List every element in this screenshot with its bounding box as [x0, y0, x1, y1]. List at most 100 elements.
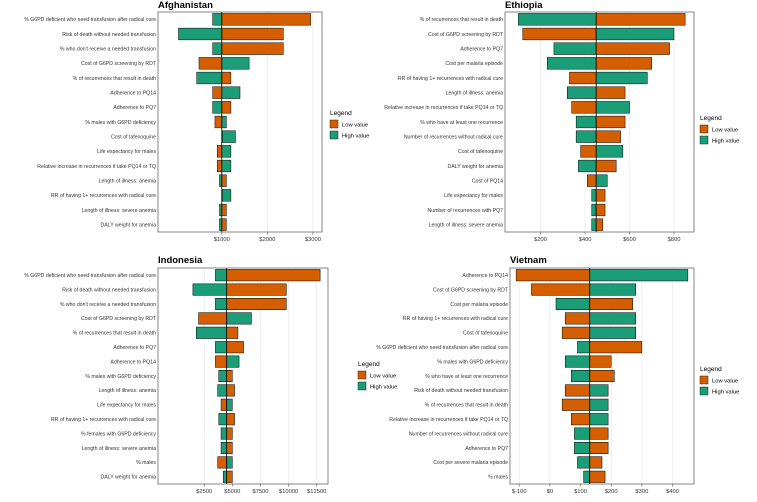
category-label: Cost of G6PD screening by RDT	[428, 32, 504, 38]
category-label: % of recurrences that result in death	[73, 76, 156, 82]
bar-high-value	[221, 86, 241, 99]
x-tick-label: $600	[623, 237, 636, 243]
category-label: Adherence to PQ14	[110, 90, 156, 96]
bar-high-value	[220, 441, 227, 455]
category-label: Adherence to PQ14	[110, 359, 156, 365]
bar-low-value	[564, 312, 590, 325]
bar-low-value	[226, 427, 233, 440]
bar-high-value	[223, 470, 227, 483]
bar-high-value	[589, 312, 636, 325]
category-label: Relative increase in recurrences if take…	[389, 417, 508, 423]
bar-high-value	[575, 115, 597, 129]
bar-high-value	[567, 86, 597, 99]
bar-high-value	[221, 189, 232, 202]
category-label: DALY weight for anemia	[101, 222, 157, 228]
category-label: Cost of PQ14	[472, 178, 503, 184]
bar-low-value	[221, 27, 284, 41]
bar-low-value	[226, 470, 233, 483]
category-label: Cost per malaria episode	[450, 302, 508, 308]
legend-swatch-high	[699, 386, 709, 396]
bar-low-value	[226, 413, 235, 426]
legend-swatch-low	[357, 370, 367, 380]
bar-high-value	[226, 312, 252, 325]
category-label: Cost per malaria episode	[445, 61, 503, 67]
legend-label-high: High value	[370, 385, 397, 391]
bar-high-value	[518, 13, 597, 26]
legend-swatch-high	[357, 381, 367, 391]
panel-title-indonesia: Indonesia	[158, 255, 203, 266]
bar-low-value	[589, 456, 603, 469]
bar-high-value	[218, 413, 227, 426]
category-label: Risk of death without needed transfusion	[62, 287, 156, 293]
x-tick-label: $200	[534, 237, 547, 243]
bar-low-value	[595, 189, 606, 202]
bar-high-value	[595, 27, 675, 41]
bar-high-value	[226, 355, 240, 368]
x-tick-label: $5000	[224, 489, 240, 495]
bar-low-value	[571, 413, 590, 426]
bar-low-value	[226, 283, 287, 296]
bar-high-value	[589, 398, 609, 411]
bar-low-value	[216, 145, 223, 158]
panel-afghanistan: Afghanistan % G6PD deficient who need tr…	[24, 0, 369, 243]
x-tick-label: $300	[635, 489, 648, 495]
category-label: % G6PD deficient who need transfusion af…	[376, 345, 508, 351]
category-label: Cost of tafenoquine	[458, 149, 503, 155]
bar-high-value	[591, 218, 597, 231]
bar-high-value	[564, 355, 590, 368]
x-tick-label: $3000	[305, 237, 321, 243]
category-label: RR of having 1+ recurrences with radical…	[403, 316, 508, 322]
bar-high-value	[226, 398, 233, 411]
bar-low-value	[595, 42, 670, 55]
bar-high-value	[212, 101, 223, 114]
bar-low-value	[580, 145, 597, 158]
category-label: Length of illness: anemia	[99, 178, 157, 184]
bar-low-value	[589, 427, 609, 440]
x-tick-label: $10000	[279, 489, 298, 495]
x-tick-label: $2500	[196, 489, 212, 495]
category-label: Length of illness: anemia	[446, 90, 504, 96]
bar-low-value	[595, 86, 626, 99]
bar-low-value	[217, 456, 227, 469]
category-label: Adherence to PQ14	[462, 273, 508, 279]
plot-area-afghanistan	[157, 11, 323, 233]
legend-title: Legend	[358, 361, 380, 368]
bar-high-value	[221, 159, 232, 173]
legend-ethiopia: Legend Low value High value	[699, 115, 739, 145]
bar-high-value	[589, 413, 609, 426]
bar-high-value	[215, 297, 227, 311]
bar-high-value	[212, 13, 223, 26]
category-label: Life expectancy for males	[444, 193, 503, 199]
bar-high-value	[215, 269, 227, 282]
bar-low-value	[221, 174, 227, 187]
category-label: Length of illness: severe anemia	[429, 222, 504, 228]
category-label: RR of having 1+ recurrences with radical…	[51, 417, 156, 423]
legend-swatch-high	[329, 130, 339, 140]
bar-low-value	[595, 218, 604, 231]
panel-title-ethiopia: Ethiopia	[505, 0, 543, 11]
category-labels-indonesia: % G6PD deficient who need transfusion af…	[24, 273, 157, 481]
category-label: % of recurrences that result in death	[420, 17, 503, 23]
category-label: % males with G6PD deficiency	[85, 120, 156, 126]
x-tick-label: $-100	[512, 489, 527, 495]
bar-high-value	[589, 269, 689, 282]
plot-frame	[509, 267, 695, 485]
bar-low-value	[589, 341, 643, 354]
bar-low-value	[216, 159, 223, 173]
category-labels-afghanistan: % G6PD deficient who need transfusion af…	[24, 17, 157, 228]
category-label: % who have at least one recurrence	[420, 120, 503, 126]
category-labels-ethiopia: % of recurrences that result in death Cos…	[384, 17, 504, 228]
category-label: RR of having 1+ recurrences with radical…	[51, 193, 156, 199]
category-label: % males with G6PD deficiency	[85, 374, 156, 380]
panel-indonesia: Indonesia % G6PD deficient who need tran…	[24, 255, 397, 495]
legend-label-low: Low value	[342, 123, 368, 129]
plot-area-indonesia	[157, 267, 329, 485]
bar-high-value	[589, 384, 609, 397]
bar-low-value	[221, 218, 227, 231]
bar-high-value	[583, 470, 590, 483]
legend-swatch-low	[699, 124, 709, 134]
x-tick-labels-indonesia: $2500 $5000 $7500 $10000 $12500	[196, 484, 326, 495]
category-label: % who don't receive a needed transfusion	[60, 302, 156, 308]
bar-high-value	[577, 341, 590, 354]
panel-vietnam: Vietnam Adherence to PQ14 Cost of G6PD sc…	[376, 255, 739, 495]
